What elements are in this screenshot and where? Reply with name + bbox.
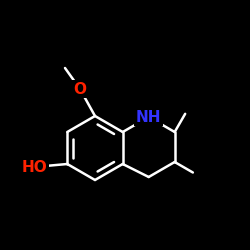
- Text: O: O: [74, 82, 86, 96]
- Text: NH: NH: [136, 110, 162, 124]
- Text: HO: HO: [22, 160, 47, 174]
